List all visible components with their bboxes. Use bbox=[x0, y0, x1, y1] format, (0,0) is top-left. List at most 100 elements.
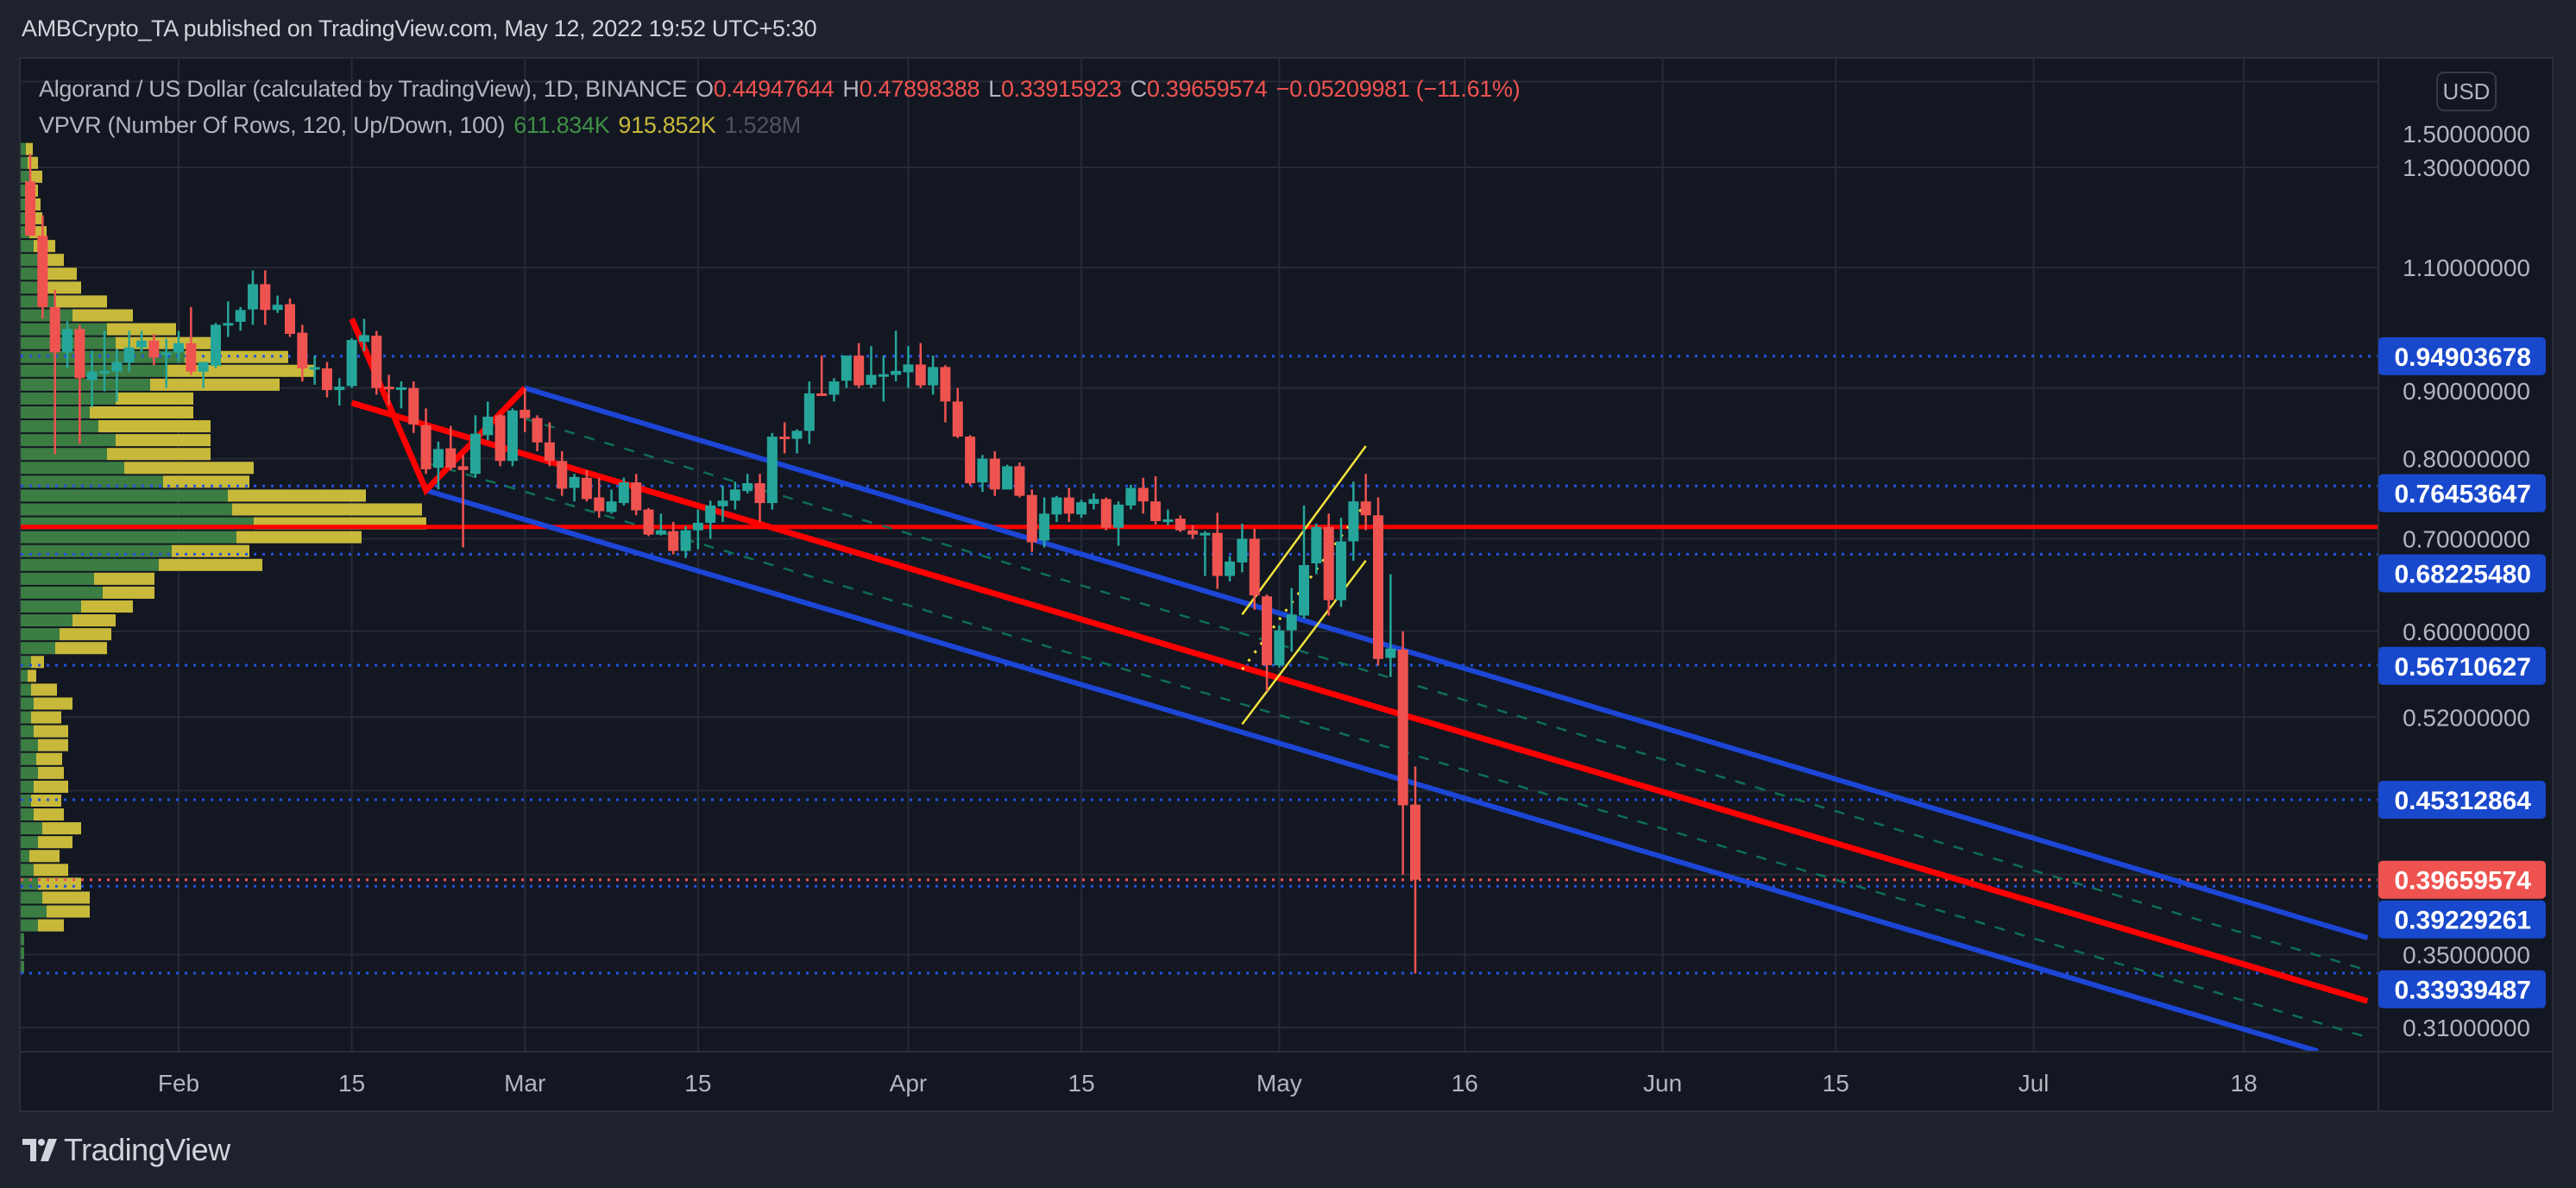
candle-body bbox=[62, 329, 73, 353]
time-tick-label: 18 bbox=[2231, 1070, 2258, 1097]
candle-body bbox=[49, 306, 60, 353]
vp-down-bar bbox=[72, 614, 116, 627]
candle-body bbox=[1262, 596, 1273, 666]
vp-up-bar bbox=[21, 822, 42, 835]
vpvr-legend[interactable]: VPVR (Number Of Rows, 120, Up/Down, 100)… bbox=[39, 112, 809, 139]
badge-label: 0.39659574 bbox=[2395, 867, 2532, 896]
price-axis[interactable]: 1.50000000 1.30000000 1.10000000 0.90000000… bbox=[2403, 121, 2530, 1041]
vp-up-bar bbox=[21, 212, 29, 225]
vp-down-bar bbox=[26, 142, 33, 155]
badge-label: 0.33939487 bbox=[2395, 977, 2532, 1005]
candle-body bbox=[309, 367, 320, 370]
vpvr-down-volume: 915.852K bbox=[618, 112, 716, 138]
badge-background bbox=[2378, 970, 2546, 1009]
tradingview-logo[interactable]: TradingView bbox=[22, 1132, 230, 1168]
candle-body bbox=[272, 305, 283, 311]
candle-body bbox=[432, 449, 444, 468]
candle-body bbox=[395, 387, 406, 390]
candle-body bbox=[544, 442, 555, 462]
time-axis[interactable]: Feb 15 Mar 15 Apr 15 May 16 Jun 15 Jul 18 bbox=[158, 1070, 2258, 1097]
candle-body bbox=[445, 448, 457, 468]
candle-body bbox=[915, 364, 926, 386]
lower-channel-line[interactable] bbox=[425, 487, 2319, 1052]
vp-up-bar bbox=[21, 933, 24, 946]
candle-body bbox=[631, 482, 642, 511]
price-tick-label: 0.52000000 bbox=[2403, 704, 2530, 731]
vp-up-bar bbox=[21, 142, 26, 155]
vp-up-bar bbox=[21, 309, 72, 322]
vp-up-bar bbox=[21, 586, 103, 599]
vp-up-bar bbox=[21, 544, 172, 557]
time-tick-label: 15 bbox=[338, 1070, 365, 1097]
badge-background bbox=[2378, 336, 2546, 375]
candle-body bbox=[569, 476, 580, 488]
badge-background bbox=[2378, 900, 2546, 939]
vp-down-bar bbox=[150, 378, 280, 391]
candle-body bbox=[1373, 515, 1384, 659]
candle-body bbox=[1237, 538, 1248, 563]
candlesticks bbox=[25, 154, 1420, 974]
candle-body bbox=[507, 410, 518, 462]
price-badges: 0.94903678 0.76453647 0.68225480 0.56710627… bbox=[2378, 336, 2546, 1009]
vp-down-bar bbox=[228, 489, 366, 502]
candle-body bbox=[841, 355, 852, 381]
candle-body bbox=[1323, 526, 1334, 600]
vp-down-bar bbox=[38, 919, 64, 932]
badge-label: 0.45312864 bbox=[2395, 787, 2532, 815]
trend-drawings[interactable] bbox=[21, 317, 2378, 1052]
vp-up-bar bbox=[21, 392, 116, 405]
badge-label: 0.76453647 bbox=[2395, 481, 2532, 509]
vp-up-bar bbox=[21, 669, 28, 682]
candle-body bbox=[557, 461, 568, 489]
candle-body bbox=[346, 340, 357, 387]
publication-header: AMBCrypto_TA published on TradingView.co… bbox=[22, 16, 817, 41]
price-tick-label: 0.70000000 bbox=[2403, 526, 2530, 553]
candle-body bbox=[1360, 501, 1371, 516]
candle-body bbox=[235, 310, 246, 323]
symbol-legend[interactable]: Algorand / US Dollar (calculated by Trad… bbox=[39, 76, 1528, 103]
vp-up-bar bbox=[21, 267, 42, 280]
vp-up-bar bbox=[21, 364, 167, 377]
candle-body bbox=[408, 387, 419, 424]
vp-down-bar bbox=[116, 336, 219, 349]
median-line[interactable] bbox=[350, 399, 2369, 1004]
vp-up-bar bbox=[21, 448, 107, 461]
candle-body bbox=[1249, 538, 1260, 596]
price-level-badge: 0.68225480 bbox=[2378, 554, 2546, 593]
vp-up-bar bbox=[21, 489, 228, 502]
vp-down-bar bbox=[90, 405, 193, 419]
candle-body bbox=[1225, 561, 1236, 576]
candle-body bbox=[198, 361, 209, 372]
candle-body bbox=[1212, 532, 1223, 576]
price-tick-label: 0.80000000 bbox=[2403, 446, 2530, 473]
symbol-title: Algorand / US Dollar (calculated by Trad… bbox=[39, 76, 688, 102]
badge-background bbox=[2378, 860, 2546, 899]
vp-down-bar bbox=[116, 392, 193, 405]
candle-body bbox=[816, 393, 828, 396]
vp-down-bar bbox=[34, 725, 68, 738]
vp-down-bar bbox=[107, 448, 211, 461]
price-level-badge: 0.45312864 bbox=[2378, 781, 2546, 820]
candle-body bbox=[321, 368, 332, 391]
vp-up-bar bbox=[21, 808, 34, 821]
vp-up-bar bbox=[21, 794, 31, 808]
candle-body bbox=[891, 370, 902, 375]
vp-down-bar bbox=[36, 752, 62, 765]
vp-up-bar bbox=[21, 836, 38, 849]
inner-lower-dashed-line[interactable] bbox=[425, 461, 2368, 1039]
currency-button[interactable]: USD bbox=[2436, 72, 2497, 111]
vp-down-bar bbox=[34, 780, 68, 793]
price-tick-label: 1.10000000 bbox=[2403, 255, 2530, 281]
candle-body bbox=[606, 501, 617, 512]
badge-background bbox=[2378, 646, 2546, 685]
vp-up-bar bbox=[21, 184, 28, 197]
inner-upper-dashed-line[interactable] bbox=[524, 418, 2368, 971]
candle-body bbox=[581, 477, 592, 500]
candle-body bbox=[136, 340, 148, 348]
vp-up-bar bbox=[21, 420, 98, 433]
upper-channel-line[interactable] bbox=[524, 385, 2369, 940]
candle-body bbox=[1063, 497, 1074, 514]
price-tick-label: 1.50000000 bbox=[2403, 121, 2530, 148]
candle-body bbox=[729, 489, 740, 501]
